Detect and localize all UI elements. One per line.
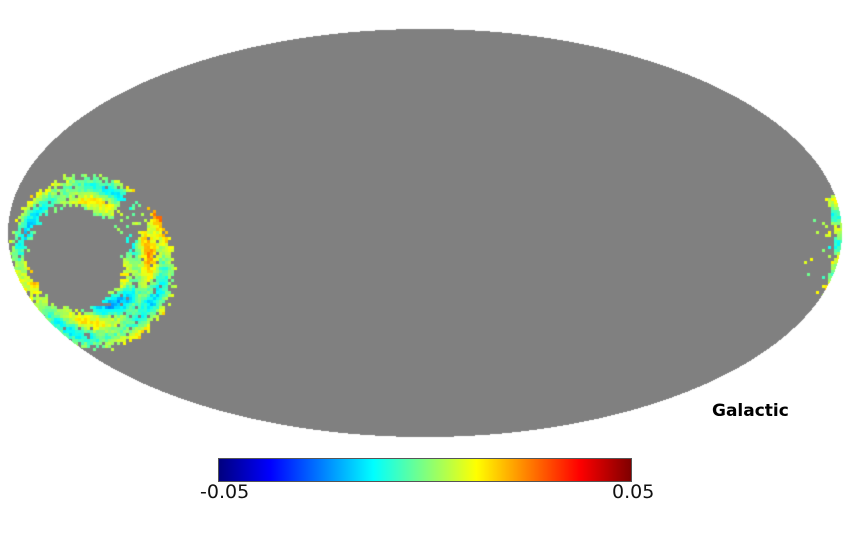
coordinate-system-label: Galactic	[712, 401, 789, 421]
colorbar[interactable]	[218, 458, 632, 482]
colorbar-max-label: 0.05	[612, 481, 655, 503]
colorbar-min-label: -0.05	[200, 481, 250, 503]
colorbar-gradient	[218, 458, 632, 482]
